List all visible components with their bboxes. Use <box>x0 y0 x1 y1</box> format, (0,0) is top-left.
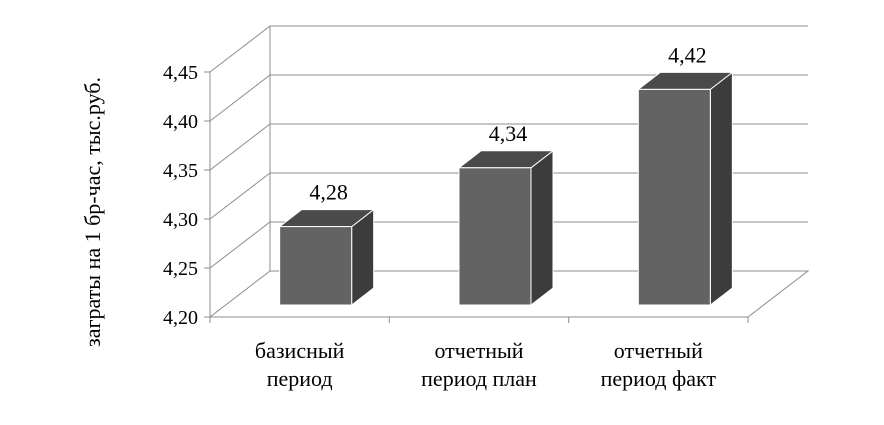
bar <box>458 167 532 306</box>
gridline-side <box>209 25 271 73</box>
bar-side <box>709 71 733 307</box>
bars <box>278 71 734 307</box>
bar-group <box>457 149 555 307</box>
x-tick-label: период план <box>421 366 537 391</box>
y-tick-label: 4,45 <box>163 62 198 84</box>
x-tick-label: отчетный <box>434 338 523 363</box>
bar <box>279 226 353 306</box>
x-tick-label: период <box>267 366 333 391</box>
y-tick-label: 4,30 <box>163 209 198 231</box>
y-tick-label: 4,35 <box>163 160 198 182</box>
x-tick-label: период факт <box>601 366 717 391</box>
y-tick-label: 4,20 <box>163 307 198 329</box>
data-label: 4,28 <box>309 180 348 205</box>
bar-group <box>278 208 376 307</box>
gridline-side <box>209 74 271 122</box>
chart-walls <box>209 26 271 317</box>
gridline-side <box>209 221 271 269</box>
y-tick-label: 4,40 <box>163 111 198 133</box>
data-label: 4,34 <box>489 121 528 146</box>
bar-side <box>530 149 554 307</box>
bar <box>637 88 711 306</box>
x-tick-label: отчетный <box>614 338 703 363</box>
x-tick-label: базисный <box>255 338 345 363</box>
y-axis: 4,20 4,25 4,30 4,35 4,40 4,45 <box>163 62 210 329</box>
x-axis: базисный период отчетный период план отчетны… <box>209 317 749 391</box>
gridline-side <box>209 123 271 171</box>
data-label: 4,42 <box>668 42 707 67</box>
y-axis-title: заграты на 1 бр-час, тыс.руб. <box>80 77 105 347</box>
data-labels: 4,28 4,34 4,42 <box>309 42 706 204</box>
gridline-side <box>209 172 271 220</box>
y-tick-label: 4,25 <box>163 258 198 280</box>
bar-group <box>636 71 734 307</box>
